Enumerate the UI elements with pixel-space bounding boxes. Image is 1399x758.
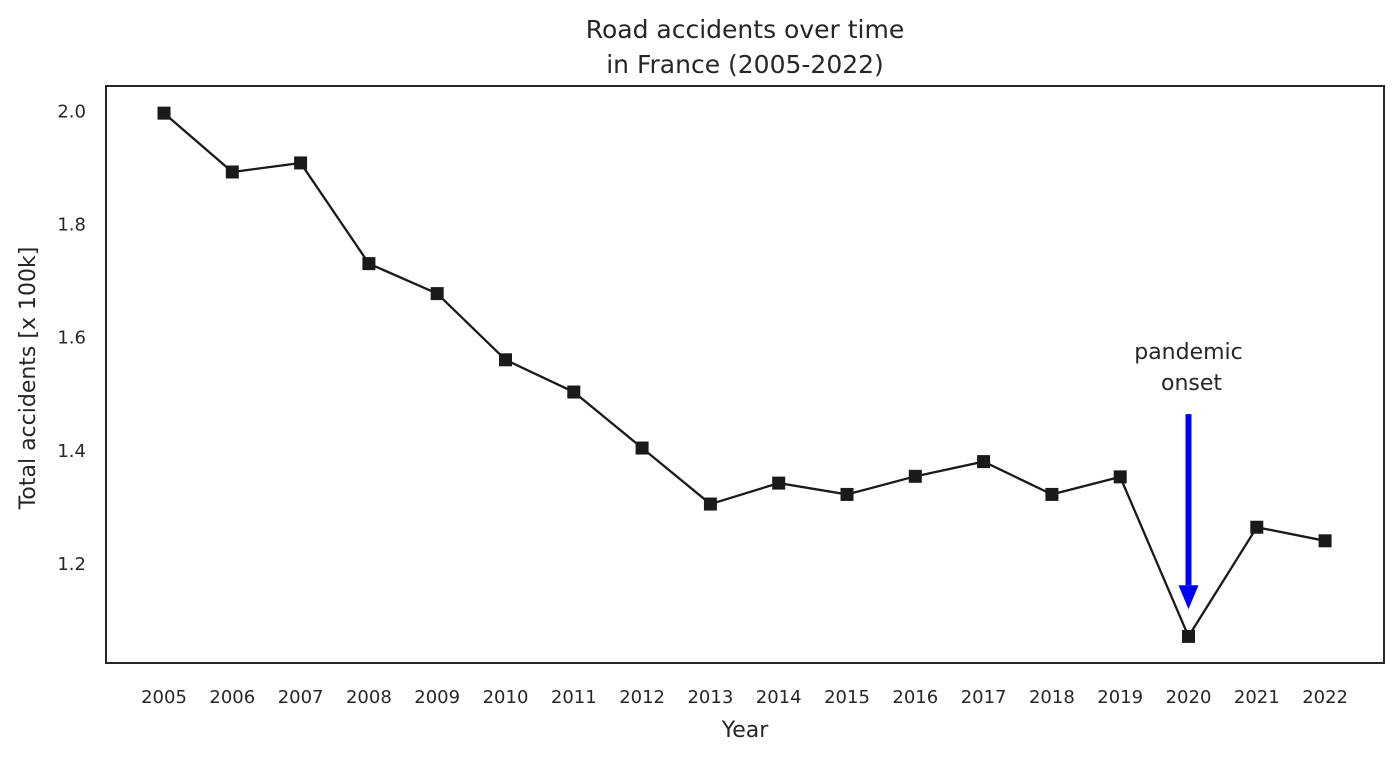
x-tick-label-2015: 2015 <box>824 687 870 708</box>
x-tick-label-2005: 2005 <box>141 687 187 708</box>
x-tick-label-2006: 2006 <box>209 687 255 708</box>
x-tick-label-2007: 2007 <box>278 687 324 708</box>
x-tick-label-2011: 2011 <box>551 687 597 708</box>
data-point-2019 <box>1113 470 1127 484</box>
x-tick-label-2016: 2016 <box>892 687 938 708</box>
data-point-2011 <box>567 385 581 399</box>
x-tick-label-2010: 2010 <box>483 687 529 708</box>
x-axis-title: Year <box>721 718 770 743</box>
y-tick-label-1-6: 1.6 <box>57 328 86 349</box>
chart-title-line-2: in France (2005-2022) <box>606 50 884 79</box>
x-tick-label-2017: 2017 <box>961 687 1007 708</box>
data-point-2020 <box>1182 629 1195 643</box>
y-tick-label-2-0: 2.0 <box>57 101 86 122</box>
data-point-2015 <box>840 487 854 501</box>
y-tick-label-1-4: 1.4 <box>57 441 86 462</box>
data-point-2016 <box>908 469 922 483</box>
plot-area: 1.2 1.4 1.6 1.8 2.0 2005 2006 2007 2008 2009 2010… <box>57 85 1385 708</box>
data-point-2009 <box>430 287 444 301</box>
x-tick-label-2020: 2020 <box>1166 687 1212 708</box>
x-axis-ticks: 2005 2006 2007 2008 2009 2010 2011 2012 2013 2014… <box>141 687 1348 708</box>
x-tick-label-2009: 2009 <box>414 687 460 708</box>
data-point-2014 <box>772 476 786 490</box>
data-point-2010 <box>499 353 512 367</box>
data-point-2017 <box>977 455 991 469</box>
pandemic-annotation: pandemic onset <box>1134 340 1243 610</box>
y-axis-title: Total accidents [x 100k] <box>16 247 41 511</box>
annotation-text-line-2: onset <box>1161 371 1222 396</box>
data-points <box>157 106 1332 643</box>
x-tick-label-2012: 2012 <box>619 687 665 708</box>
annotation-arrow-head <box>1178 585 1199 610</box>
data-point-2022 <box>1318 534 1332 548</box>
x-tick-label-2014: 2014 <box>756 687 802 708</box>
x-tick-label-2008: 2008 <box>346 687 392 708</box>
data-point-2012 <box>635 441 649 455</box>
x-tick-label-2021: 2021 <box>1234 687 1280 708</box>
data-point-2008 <box>362 257 376 271</box>
data-point-2013 <box>703 497 717 511</box>
plot-frame <box>105 85 1385 664</box>
y-tick-label-1-2: 1.2 <box>57 554 86 575</box>
data-point-2005 <box>157 106 171 120</box>
data-point-2007 <box>294 156 308 170</box>
data-point-2006 <box>225 165 239 179</box>
x-tick-label-2022: 2022 <box>1302 687 1348 708</box>
x-tick-label-2013: 2013 <box>687 687 733 708</box>
data-point-2018 <box>1045 487 1059 501</box>
chart-title-line-1: Road accidents over time <box>586 15 904 44</box>
y-axis-ticks: 1.2 1.4 1.6 1.8 2.0 <box>57 101 86 575</box>
y-tick-label-1-8: 1.8 <box>57 215 86 236</box>
x-tick-label-2019: 2019 <box>1097 687 1143 708</box>
annotation-text-line-1: pandemic <box>1134 340 1243 365</box>
series-line <box>163 112 1326 639</box>
x-tick-label-2018: 2018 <box>1029 687 1075 708</box>
data-point-2021 <box>1250 520 1264 534</box>
